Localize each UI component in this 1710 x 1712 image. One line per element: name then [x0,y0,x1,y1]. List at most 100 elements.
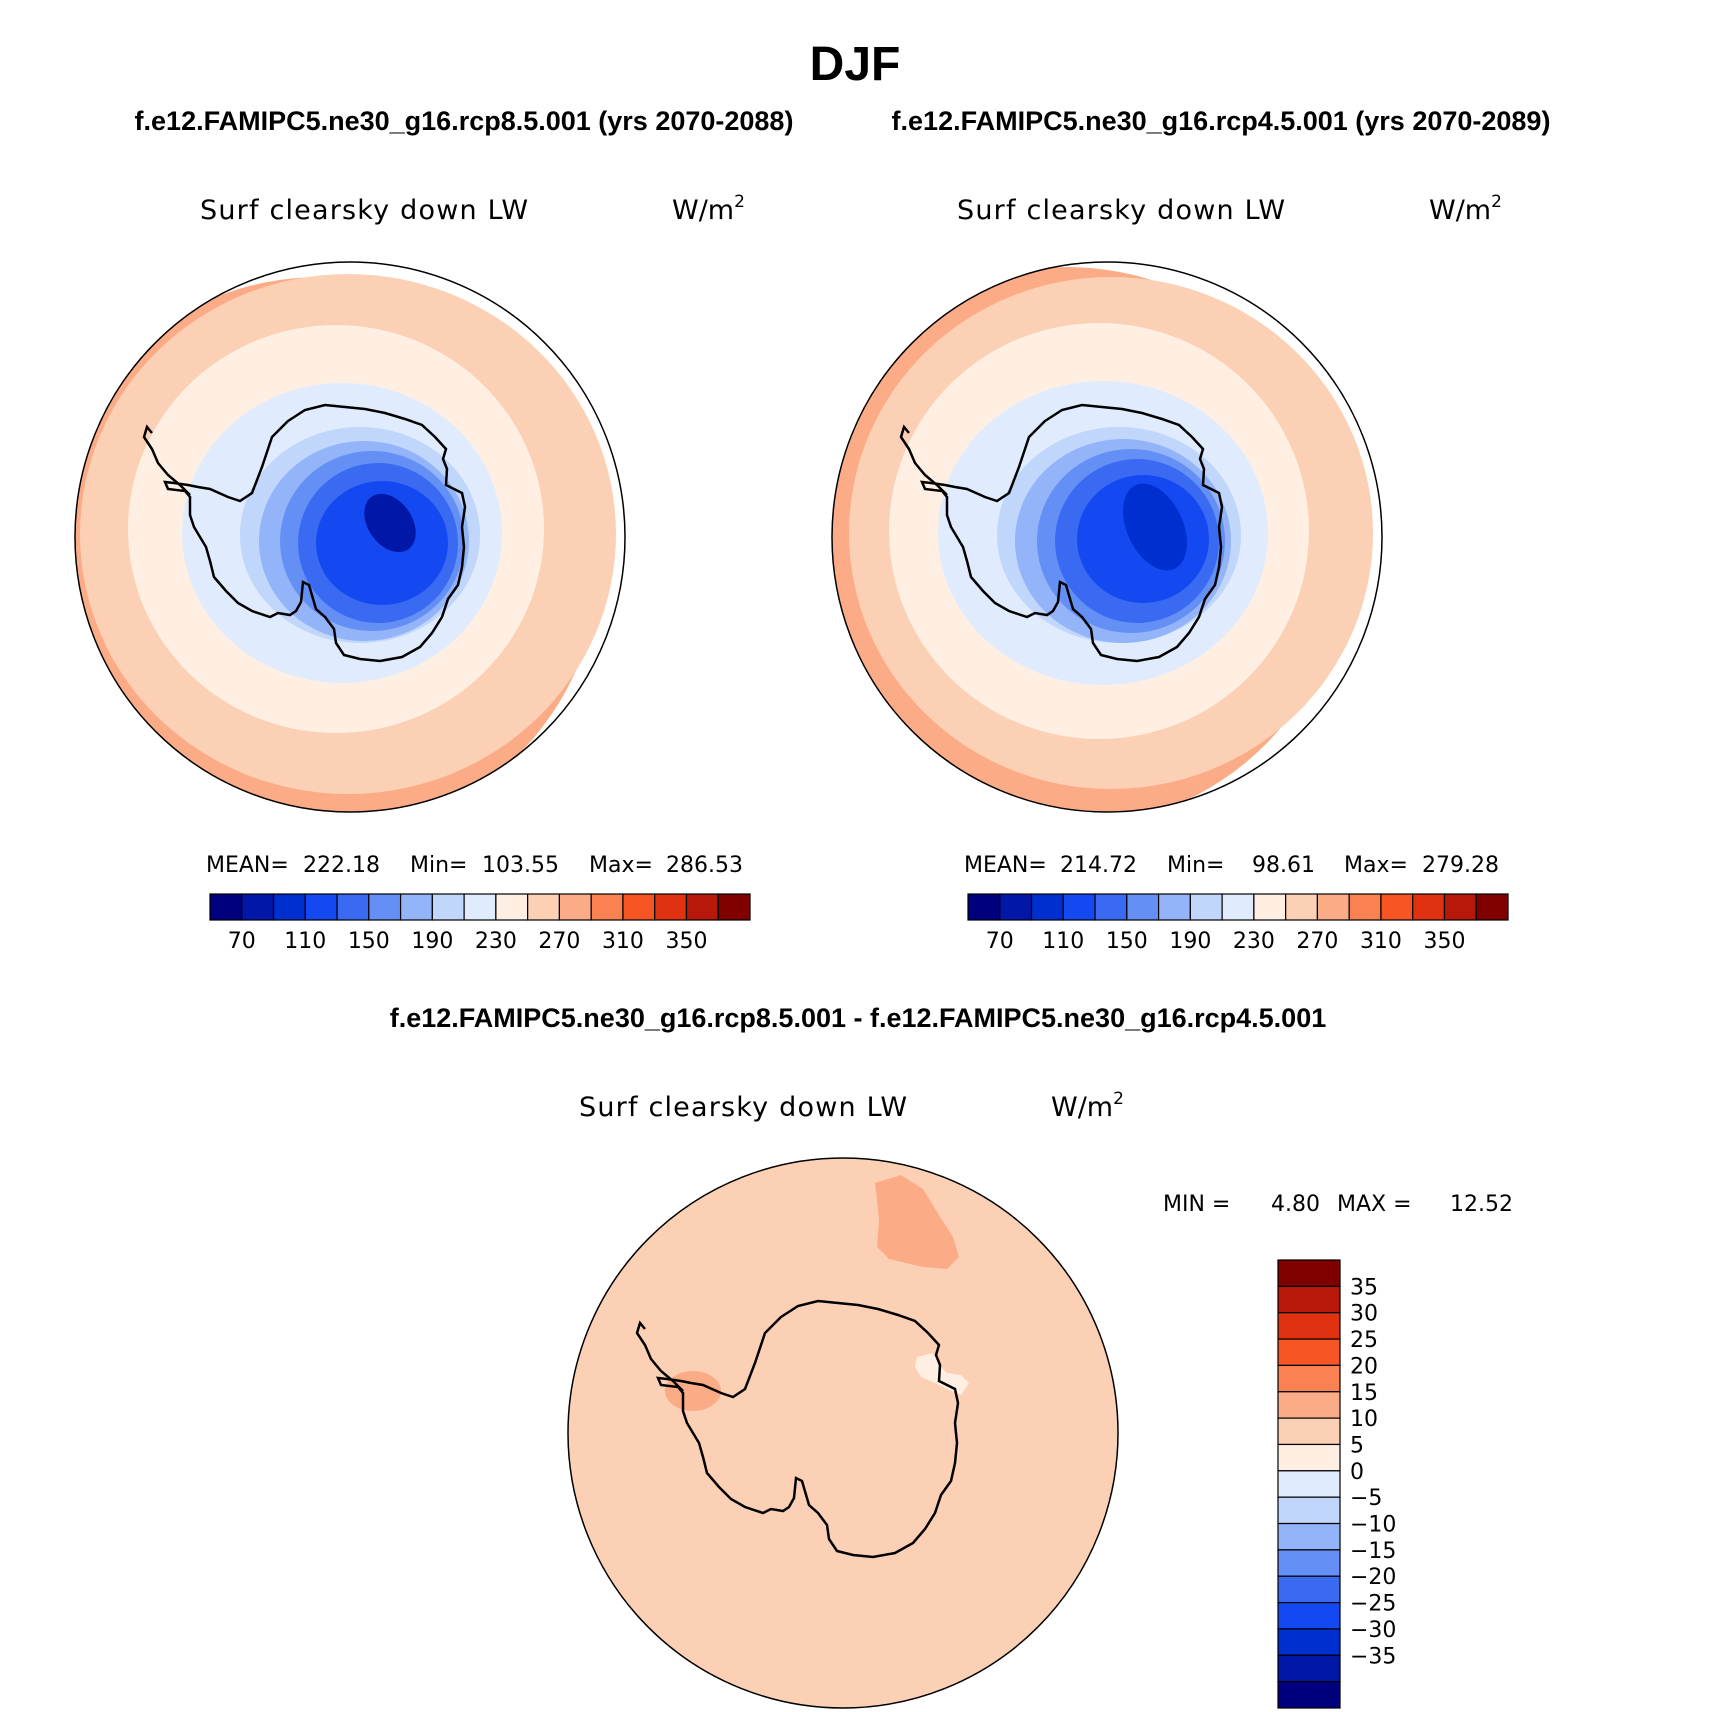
panel-a-colorbar-tick-label: 270 [538,929,580,954]
panel-a-map-border [74,261,626,813]
panel-a-colorbar-swatch [717,893,751,921]
panel-a-colorbar-tick-label: 150 [348,929,390,954]
panel-diff-colorbar-swatch [1277,1259,1341,1287]
panel-b-colorbar-swatch [1348,893,1382,921]
panel-diff-colorbar-swatch [1277,1417,1341,1446]
panel-b-colorbar-swatch [1380,893,1414,921]
panel-b-colorbar-swatch [1189,893,1223,921]
panel-a-colorbar-swatch [622,893,656,921]
panel-b-colorbar-swatch [1221,893,1255,921]
panel-diff-colorbar-swatch [1277,1338,1341,1367]
panel-a-colorbar-tick-label: 110 [284,929,326,954]
panel-b-colorbar-swatch [1316,893,1350,921]
panel-b-mean-value: 214.72 [1060,853,1137,878]
panel-b-colorbar-swatch [1062,893,1096,921]
panel-a-colorbar-swatch [272,893,306,921]
panel-diff-colorbar-tick-label: −20 [1350,1565,1396,1590]
diff-level-5-10 [568,1158,1118,1708]
panel-a-colorbar-tick-label: 70 [228,929,256,954]
panel-diff-colorbar-swatch [1277,1496,1341,1525]
panel-a-colorbar: 70 110 150 190 230 270 310 350 [209,893,751,954]
panel-b-map-border [831,261,1383,813]
panel-a-field-name: Surf clearsky down LW [200,195,529,226]
panel-diff-colorbar-swatch [1277,1628,1341,1656]
panel-b-min-label: Min= [1167,853,1224,878]
panel-b-colorbar-swatch [1094,893,1128,921]
panel-diff-colorbar-tick-label: 25 [1350,1328,1378,1353]
panel-a-colorbar-swatch [399,893,433,921]
panel-diff-max-label: MAX = [1337,1192,1412,1217]
panel-b-max-label: Max= [1344,853,1408,878]
panel-b-colorbar-swatch [1030,893,1064,921]
panel-diff-colorbar-swatch [1277,1681,1341,1709]
panel-a-colorbar-swatch [685,893,719,921]
panel-diff-colorbar-tick-label: −30 [1350,1618,1396,1643]
panel-diff-colorbar-swatch [1277,1549,1341,1577]
panel-b-colorbar-tick-label: 110 [1042,929,1084,954]
season-title: DJF [810,38,901,91]
panel-b-field-name: Surf clearsky down LW [957,195,1286,226]
panel-a-min-label: Min= [410,853,467,878]
contour-level-110 [364,493,416,553]
panel-a-colorbar-tick-label: 230 [475,929,517,954]
panel-a: Surf clearsky down LW W/m2 MEAN= [74,192,751,954]
panel-diff-colorbar-swatch [1277,1364,1341,1393]
panel-b-colorbar-tick-label: 350 [1423,929,1465,954]
panel-b-colorbar-tick-label: 150 [1106,929,1148,954]
panel-b-colorbar-tick-label: 230 [1233,929,1275,954]
panel-b-colorbar-swatch [999,893,1033,921]
panel-b-run-title: f.e12.FAMIPC5.ne30_g16.rcp4.5.001 (yrs 2… [892,106,1551,136]
panel-diff-colorbar-tick-label: −10 [1350,1513,1396,1538]
panel-a-colorbar-swatch [241,893,275,921]
diff-title: f.e12.FAMIPC5.ne30_g16.rcp8.5.001 - f.e1… [390,1003,1326,1033]
panel-a-colorbar-swatch [304,893,338,921]
panel-b-colorbar-swatch [1285,893,1319,921]
panel-diff-units: W/m2 [1051,1089,1124,1123]
panel-b-colorbar-swatch [1412,893,1446,921]
panel-diff-colorbar-swatch [1277,1522,1341,1551]
panel-b-colorbar-tick-label: 190 [1169,929,1211,954]
panel-a-colorbar-swatch [495,893,529,921]
panel-diff-max-value: 12.52 [1450,1192,1513,1217]
panel-b-colorbar-swatch [1157,893,1191,921]
panel-diff-colorbar-swatch [1277,1285,1341,1314]
panel-b-colorbar-tick-label: 270 [1296,929,1338,954]
panel-a-min-value: 103.55 [482,853,559,878]
panel-diff-colorbar-tick-label: −5 [1350,1486,1382,1511]
panel-a-max-value: 286.53 [666,853,743,878]
panel-a-colorbar-swatch [368,893,402,921]
panel-diff-min-label: MIN = [1163,1192,1230,1217]
panel-a-colorbar-tick-label: 350 [665,929,707,954]
panel-b-map [832,267,1373,812]
panel-a-mean-label: MEAN= [206,853,289,878]
panel-diff-colorbar-tick-label: 0 [1350,1460,1364,1485]
panel-a-colorbar-swatch [209,893,243,921]
panel-diff-colorbar-tick-label: 5 [1350,1433,1364,1458]
panel-diff-colorbar-tick-label: 20 [1350,1354,1378,1379]
panel-diff-colorbar-tick-label: −35 [1350,1644,1396,1669]
panel-a-map [75,274,616,812]
panel-b-colorbar-tick-label: 310 [1360,929,1402,954]
panel-diff-field-name: Surf clearsky down LW [579,1092,908,1123]
panel-diff-map-border [567,1157,1119,1709]
contour-level-100 [1123,483,1187,571]
panel-diff-colorbar-tick-label: 35 [1350,1275,1378,1300]
panel-b-colorbar-swatch [1253,893,1287,921]
panel-diff-colorbar-tick-label: −15 [1350,1539,1396,1564]
panel-b-colorbar-swatch [1126,893,1160,921]
panel-b-stats: MEAN= 214.72 Min= 98.61 Max= 279.28 [964,853,1499,878]
panel-diff-colorbar-swatch [1277,1391,1341,1419]
panel-diff-colorbar-tick-label: 10 [1350,1407,1378,1432]
diff-level-0-5-interior [915,1353,969,1395]
panel-a-colorbar-swatch [558,893,592,921]
panel-b-mean-label: MEAN= [964,853,1047,878]
panel-diff-colorbar-swatch [1277,1443,1341,1472]
panel-diff-stats: MIN = 4.80 MAX = 12.52 [1163,1192,1513,1217]
panel-a-colorbar-swatch [463,893,497,921]
panel-diff-colorbar-swatch [1277,1575,1341,1604]
panel-b-colorbar-swatch [1475,893,1509,921]
panel-b: Surf clearsky down LW W/m2 MEAN= [831,192,1509,954]
panel-b-colorbar-swatch [967,893,1001,921]
panel-a-max-label: Max= [589,853,653,878]
panel-b-max-value: 279.28 [1422,853,1499,878]
